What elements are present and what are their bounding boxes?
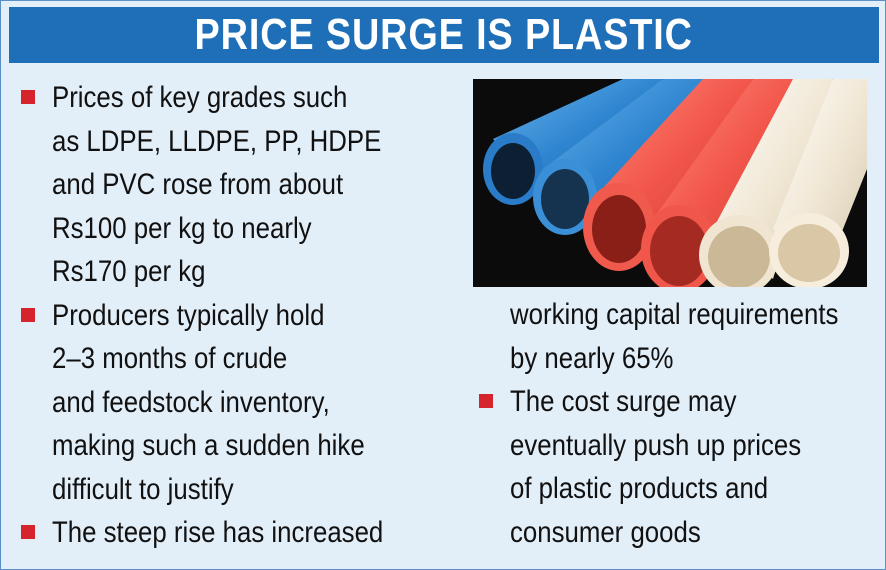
bullet-text: Producers typically hold 2–3 months of c… [52,298,365,506]
bullet-text: Prices of key grades such as LDPE, LLDPE… [52,81,382,288]
red-square-bullet-icon [479,394,493,408]
pipes-illustration [483,79,867,287]
continued-text: working capital requirements by nearly 6… [473,293,883,380]
headline: PRICE SURGE IS PLASTIC [194,10,694,59]
red-pipe [583,79,753,271]
bullet-item-inventory: Producers typically hold 2–3 months of c… [15,294,465,512]
bullet-item-steep-rise: The steep rise has increased [15,511,465,555]
headline-banner: PRICE SURGE IS PLASTIC [9,7,879,63]
plastic-pipes-photo [473,79,867,287]
bullet-text: The steep rise has increased [52,516,384,549]
left-column: Prices of key grades such as LDPE, LLDPE… [15,76,465,555]
blue-pipe [483,79,663,205]
cream-pipe [699,79,833,287]
bullet-item-cost-surge: The cost surge may eventually push up pr… [473,380,883,554]
cream-pipe [769,79,867,287]
bullet-item-prices: Prices of key grades such as LDPE, LLDPE… [15,76,465,294]
red-square-bullet-icon [21,525,35,539]
red-pipe [641,79,803,287]
bullet-text: The cost surge may eventually push up pr… [510,385,802,549]
blue-pipe [533,79,713,235]
red-square-bullet-icon [21,90,35,104]
red-square-bullet-icon [21,307,35,322]
right-column: working capital requirements by nearly 6… [473,293,883,554]
continued-text-body: working capital requirements by nearly 6… [510,298,839,375]
